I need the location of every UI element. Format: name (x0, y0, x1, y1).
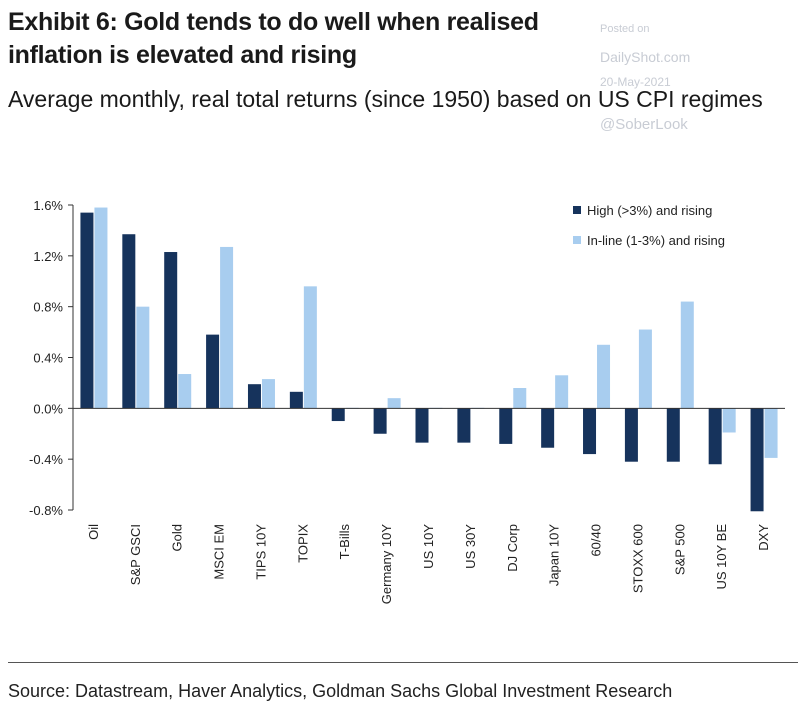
x-tick-label-gold: Gold (170, 524, 185, 551)
x-tick-label-s-p-500: S&P 500 (672, 524, 687, 575)
y-tick-label: 0.8% (33, 300, 63, 315)
bar-s-p-500-series-2 (680, 301, 694, 409)
x-tick-label-dxy: DXY (756, 524, 771, 551)
y-tick-label: 1.2% (33, 249, 63, 264)
bar-s-p-gsci-series-2 (136, 306, 150, 409)
bar-us-10y-be-series-1 (708, 408, 722, 465)
x-tick-label-us-10y: US 10Y (421, 524, 436, 569)
watermark-handle: @SoberLook (600, 116, 688, 133)
x-tick-label-60-40: 60/40 (589, 524, 604, 557)
source-note: Source: Datastream, Haver Analytics, Gol… (8, 681, 673, 701)
bar-dj-corp-series-1 (499, 408, 513, 444)
y-tick-label: 1.6% (33, 198, 63, 213)
chart-title: Exhibit 6: Gold tends to do well when re… (8, 8, 539, 69)
bar-dj-corp-series-2 (513, 388, 527, 409)
bar-oil-series-1 (80, 212, 94, 409)
bar-us-10y-be-series-2 (722, 408, 736, 433)
y-tick-label: 0.0% (33, 401, 63, 416)
legend-swatch-series-2 (573, 236, 581, 244)
x-tick-label-msci-em: MSCI EM (212, 524, 227, 580)
bar-msci-em-series-2 (220, 246, 234, 409)
bar-gold-series-1 (164, 252, 178, 409)
bar-tips-10y-series-2 (261, 379, 275, 409)
x-tick-label-topix: TOPIX (295, 524, 310, 563)
bar-tips-10y-series-1 (247, 384, 261, 409)
x-tick-label-germany-10y: Germany 10Y (379, 524, 394, 605)
bar-t-bills-series-1 (331, 408, 345, 422)
bar-60-40-series-1 (583, 408, 597, 455)
bar-japan-10y-series-1 (541, 408, 555, 448)
x-tick-label-tips-10y: TIPS 10Y (253, 524, 268, 580)
chart-subtitle: Average monthly, real total returns (sin… (8, 86, 763, 112)
x-tick-label-japan-10y: Japan 10Y (547, 524, 562, 586)
bar-gold-series-2 (178, 374, 192, 409)
y-tick-label: 0.4% (33, 351, 63, 366)
bar-germany-10y-series-2 (387, 398, 401, 409)
x-tick-label-us-30y: US 30Y (463, 524, 478, 569)
bar-msci-em-series-1 (206, 334, 220, 409)
watermark-site: DailyShot.com (600, 49, 691, 65)
y-tick-label: -0.8% (29, 503, 63, 518)
bar-stoxx-600-series-1 (624, 408, 638, 462)
divider-line (8, 662, 798, 663)
bar-japan-10y-series-2 (555, 375, 569, 409)
bar-s-p-500-series-1 (666, 408, 680, 462)
legend-swatch-series-1 (573, 206, 581, 214)
x-tick-label-s-p-gsci: S&P GSCI (128, 524, 143, 585)
bar-dxy-series-2 (764, 408, 778, 458)
bar-s-p-gsci-series-1 (122, 234, 136, 409)
bar-stoxx-600-series-2 (638, 329, 652, 409)
legend-label-series-2: In-line (1-3%) and rising (587, 233, 725, 248)
x-tick-label-stoxx-600: STOXX 600 (630, 524, 645, 593)
x-tick-label-us-10y-be: US 10Y BE (714, 524, 729, 590)
legend-label-series-1: High (>3%) and rising (587, 203, 712, 218)
bar-us-30y-series-1 (457, 408, 471, 443)
watermark-posted: Posted on (600, 23, 650, 35)
bar-topix-series-1 (289, 391, 303, 409)
x-tick-label-dj-corp: DJ Corp (505, 524, 520, 572)
x-tick-label-t-bills: T-Bills (337, 524, 352, 560)
bar-oil-series-2 (94, 207, 108, 409)
y-tick-label: -0.4% (29, 452, 63, 467)
bar-topix-series-2 (303, 286, 317, 409)
bar-60-40-series-2 (597, 344, 611, 409)
x-tick-label-oil: Oil (86, 524, 101, 540)
bar-germany-10y-series-1 (373, 408, 387, 434)
watermark-date: 20-May-2021 (600, 75, 671, 89)
bar-us-10y-series-1 (415, 408, 429, 443)
bar-dxy-series-1 (750, 408, 764, 512)
